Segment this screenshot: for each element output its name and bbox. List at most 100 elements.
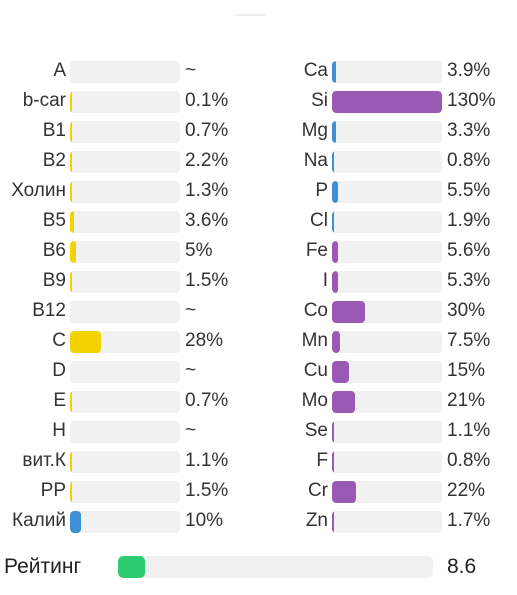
nutrient-value: 10% [185,510,224,531]
nutrient-bar-track [70,391,180,413]
nutrient-label: b-car [22,90,66,111]
nutrient-value: 3.6% [185,210,229,231]
nutrient-label: A [53,60,66,81]
nutrient-bar-track [70,61,180,83]
nutrient-value: 7.5% [447,330,491,351]
nutrient-value: 130% [447,90,496,111]
nutrient-value: 1.5% [185,480,229,501]
nutrient-bar-track [70,271,180,293]
nutrient-bar-fill [332,511,334,533]
nutrient-bar-track [332,361,442,383]
nutrient-value: 5.5% [447,180,491,201]
nutrient-label: B2 [42,150,66,171]
nutrient-bar-fill [332,421,334,443]
nutrient-value: 0.8% [447,450,491,471]
nutrient-bar-fill [332,91,442,113]
nutrient-label: Zn [305,510,328,531]
nutrient-bar-track [332,211,442,233]
nutrient-bar-track [332,451,442,473]
nutrient-bar-fill [332,271,338,293]
nutrient-label: Co [303,300,328,321]
nutrient-value: 1.7% [447,510,491,531]
nutrient-bar-track [70,511,180,533]
rating-value: 8.6 [447,555,477,578]
nutrient-bar-fill [70,331,101,353]
nutrient-label: Si [311,90,328,111]
nutrient-value: 1.3% [185,180,229,201]
nutrient-bar-fill [332,61,336,83]
nutrient-bar-track [70,211,180,233]
nutrient-bar-track [332,511,442,533]
nutrient-bar-fill [70,271,72,293]
nutrient-bar-track [70,331,180,353]
nutrient-bar-track [332,151,442,173]
nutrient-bar-fill [332,451,334,473]
nutrient-bar-track [332,121,442,143]
nutrient-value: ~ [185,420,197,441]
nutrient-bar-fill [332,121,336,143]
nutrient-label: Mn [301,330,328,351]
rating-label: Рейтинг [4,555,82,578]
nutrient-value: 1.5% [185,270,229,291]
nutrient-bar-fill [70,241,76,263]
nutrient-value: 1.1% [447,420,491,441]
nutrient-label: B6 [42,240,66,261]
nutrient-bar-fill [332,331,340,353]
nutrient-label: Mo [301,390,328,411]
nutrient-bar-track [332,481,442,503]
nutrient-label: Cu [303,360,328,381]
nutrient-value: ~ [185,360,197,381]
nutrient-value: 0.7% [185,390,229,411]
nutrient-label: Cr [307,480,328,501]
nutrient-label: Калий [12,510,66,531]
nutrient-value: 5% [185,240,213,261]
nutrient-label: C [52,330,66,351]
nutrient-bar-fill [332,301,365,323]
nutrient-value: 5.6% [447,240,491,261]
nutrient-bar-track [332,241,442,263]
nutrient-value: 5.3% [447,270,491,291]
nutrient-bar-fill [70,181,72,203]
nutrient-bar-track [70,241,180,263]
nutrient-value: ~ [185,60,197,81]
nutrient-label: F [316,450,328,471]
header-divider [235,14,265,16]
nutrient-bar-fill [70,151,72,173]
nutrient-label: Na [303,150,328,171]
nutrient-label: Cl [310,210,328,231]
nutrient-bar-fill [70,511,81,533]
nutrient-bar-track [70,451,180,473]
nutrient-bar-track [70,91,180,113]
nutrient-bar-fill [332,181,338,203]
nutrient-label: Mg [301,120,328,141]
nutrient-value: 1.9% [447,210,491,231]
nutrient-bar-track [332,61,442,83]
nutrient-bar-fill [70,391,72,413]
nutrient-label: D [52,360,66,381]
nutrient-value: ~ [185,300,197,321]
nutrient-bar-track [332,301,442,323]
nutrient-bar-track [70,421,180,443]
nutrient-bar-fill [70,451,72,473]
nutrient-bar-track [332,391,442,413]
nutrient-label: Ca [303,60,328,81]
nutrient-label: B12 [32,300,66,321]
nutrient-bar-track [332,331,442,353]
nutrient-label: Se [304,420,328,441]
nutrient-value: 2.2% [185,150,229,171]
nutrient-value: 22% [447,480,486,501]
nutrient-bar-fill [70,91,72,113]
nutrient-value: 21% [447,390,486,411]
nutrient-label: I [322,270,328,291]
nutrient-label: вит.К [22,450,66,471]
nutrient-value: 15% [447,360,486,381]
nutrient-bar-track [70,361,180,383]
nutrient-label: PP [40,480,66,501]
nutrient-value: 0.8% [447,150,491,171]
nutrient-bar-fill [70,481,72,503]
nutrient-value: 0.7% [185,120,229,141]
nutrient-bar-track [332,421,442,443]
rating-bar-fill [118,556,145,578]
nutrient-label: B5 [42,210,66,231]
nutrient-bar-fill [332,361,349,383]
